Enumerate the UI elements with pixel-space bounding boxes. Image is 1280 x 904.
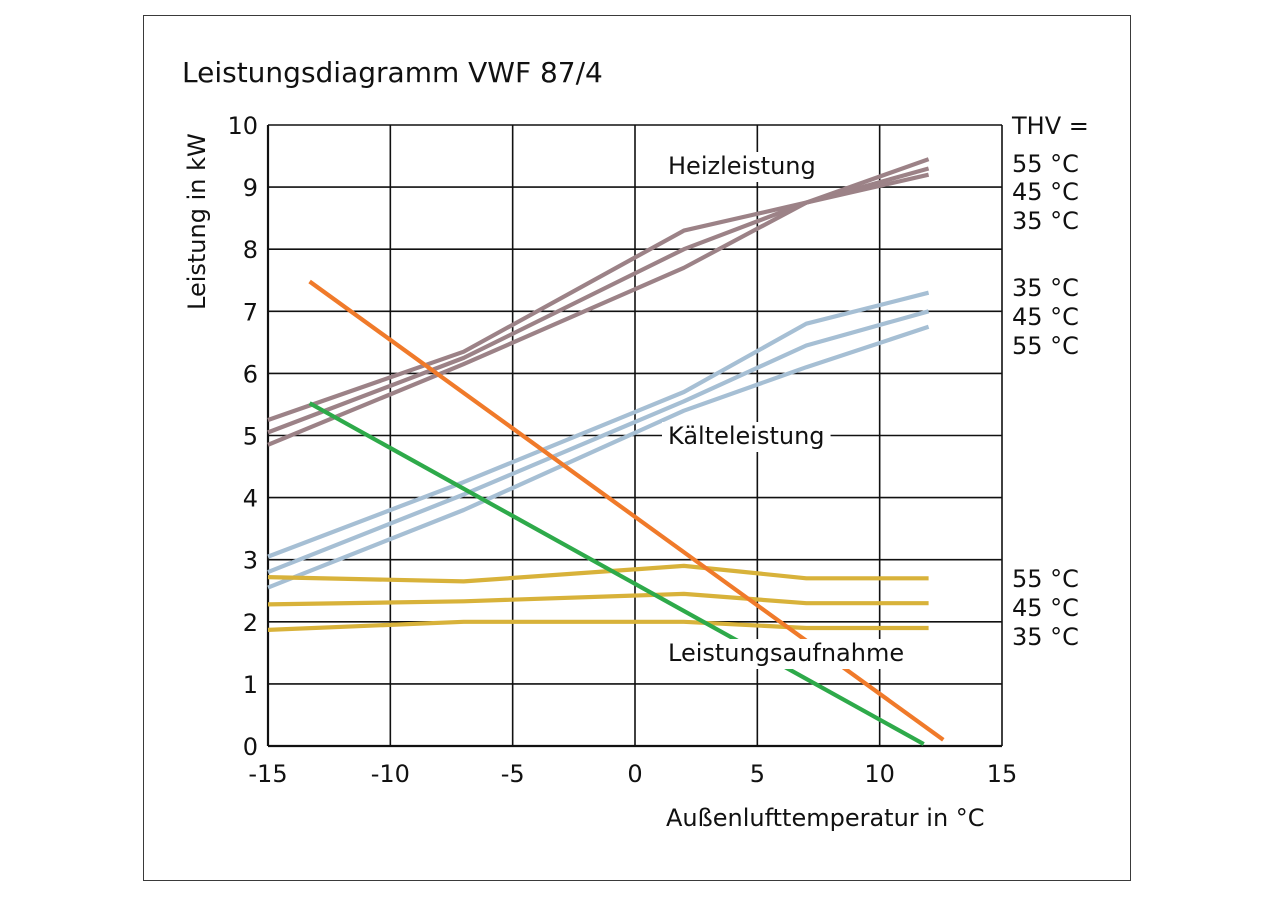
- annotations: Heizleistung Kälteleistung Leistungsaufnah…: [662, 150, 1079, 669]
- series-line-green: [308, 401, 925, 746]
- annotation-kaelteleistung: Kälteleistung: [668, 422, 825, 450]
- tick-labels: -15 -10 -5 0 5 10 15 0 1 2 3 4 5 6 7 8 9 10: [227, 112, 1017, 788]
- thv-label-heat: 55 °C: [1012, 150, 1079, 178]
- y-tick-label: 8: [243, 236, 258, 264]
- chart-frame: [143, 15, 1131, 881]
- chart-title: Leistungsdiagramm VWF 87/4: [182, 56, 603, 89]
- x-tick-label: -10: [371, 760, 410, 788]
- series-line-power: [267, 591, 929, 607]
- y-tick-label: 5: [243, 423, 258, 451]
- legend-header: THV =: [1011, 112, 1089, 140]
- thv-label-cool: 35 °C: [1012, 274, 1079, 302]
- thv-label-heat: 45 °C: [1012, 178, 1079, 206]
- grid: [266, 124, 1003, 748]
- x-tick-label: 5: [750, 760, 765, 788]
- series-line-heat: [267, 166, 930, 435]
- x-tick-label: -15: [248, 760, 287, 788]
- series-line-cool: [267, 324, 930, 590]
- y-tick-label: 3: [243, 547, 258, 575]
- x-tick-label: -5: [501, 760, 525, 788]
- series-line-cool: [267, 309, 930, 575]
- y-axis-label: Leistung in kW: [183, 133, 211, 310]
- y-tick-label: 10: [227, 112, 258, 140]
- x-tick-label: 10: [864, 760, 895, 788]
- y-tick-label: 7: [243, 298, 258, 326]
- annotation-heizleistung-background: [662, 152, 822, 182]
- series-line-cool: [267, 290, 930, 559]
- y-tick-label: 9: [243, 174, 258, 202]
- thv-label-cool: 55 °C: [1012, 332, 1079, 360]
- series-line-heat: [267, 157, 930, 422]
- thv-label-power: 45 °C: [1012, 594, 1079, 622]
- thv-label-power: 55 °C: [1012, 565, 1079, 593]
- annotation-heizleistung: Heizleistung: [668, 152, 816, 180]
- x-tick-label: 15: [987, 760, 1018, 788]
- series-line-heat: [267, 172, 930, 447]
- y-tick-label: 4: [243, 485, 258, 513]
- series-lines: [267, 157, 945, 746]
- series-line-power: [267, 563, 929, 584]
- annotation-kaelteleistung-background: [662, 422, 831, 452]
- y-tick-label: 6: [243, 360, 258, 388]
- y-tick-label: 2: [243, 609, 258, 637]
- series-line-power: [267, 619, 929, 632]
- x-tick-label: 0: [627, 760, 642, 788]
- thv-label-cool: 45 °C: [1012, 303, 1079, 331]
- annotation-leistungsaufnahme-background: [662, 639, 911, 669]
- series-line-orange: [308, 279, 945, 742]
- annotation-leistungsaufnahme: Leistungsaufnahme: [668, 639, 904, 667]
- thv-label-power: 35 °C: [1012, 623, 1079, 651]
- x-axis-label: Außenlufttemperatur in °C: [666, 804, 985, 832]
- thv-label-heat: 35 °C: [1012, 207, 1079, 235]
- y-tick-label: 0: [243, 733, 258, 761]
- y-tick-label: 1: [243, 671, 258, 699]
